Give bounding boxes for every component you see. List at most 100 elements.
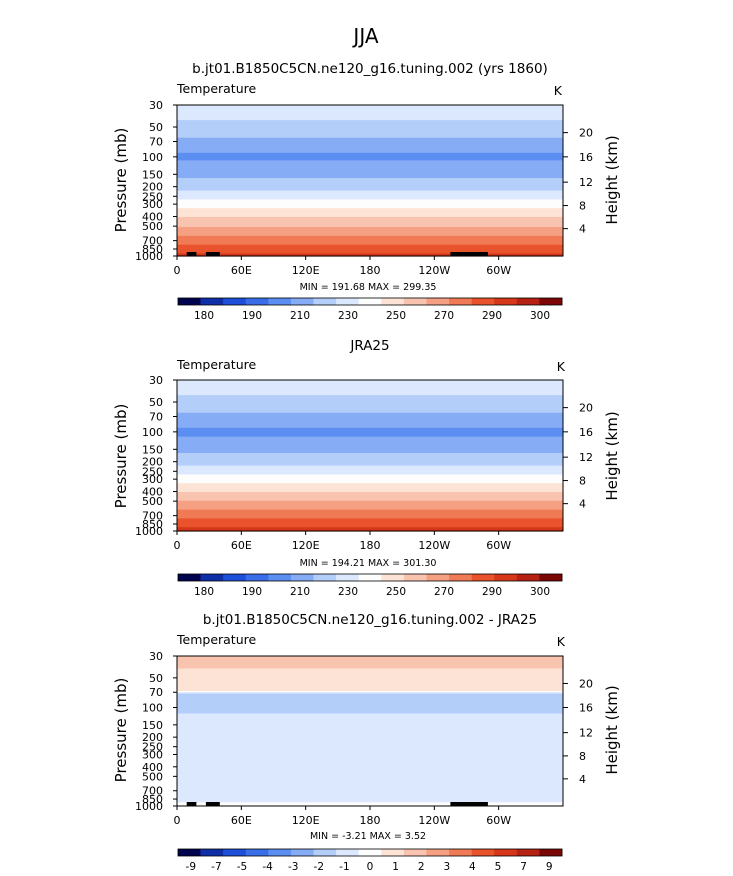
contour-band xyxy=(177,420,563,423)
contour-band xyxy=(177,662,563,665)
contour-band xyxy=(177,696,563,698)
contour-band xyxy=(177,162,563,165)
y-tick-label: 850 xyxy=(142,518,163,531)
contour-band xyxy=(177,458,563,460)
contour-band xyxy=(177,706,563,708)
colorbar-swatch xyxy=(381,298,405,305)
y-right-tick-label: 20 xyxy=(579,677,593,690)
contour-band xyxy=(177,739,563,742)
contour-band xyxy=(177,113,563,116)
x-tick-label: 180 xyxy=(360,814,381,827)
y-right-tick-label: 12 xyxy=(579,727,593,740)
contour-band xyxy=(177,441,563,444)
contour-band xyxy=(177,759,563,762)
contour-band xyxy=(177,663,563,666)
contour-band xyxy=(177,186,563,189)
x-tick-label: 60E xyxy=(231,814,252,827)
colorbar-label: 190 xyxy=(242,310,262,322)
contour-band xyxy=(177,475,563,478)
contour-band xyxy=(177,490,563,493)
contour-band xyxy=(177,185,563,188)
colorbar-swatch xyxy=(539,849,563,856)
contour-band xyxy=(177,716,563,718)
y-axis-right-label: Height (km) xyxy=(603,135,621,224)
contour-band xyxy=(177,777,563,780)
contour-band xyxy=(177,228,563,231)
contour-band xyxy=(177,768,563,771)
contour-band xyxy=(177,381,563,384)
y-right-tick-label: 16 xyxy=(579,426,593,439)
contour-band xyxy=(177,485,563,488)
contour-band xyxy=(177,489,563,492)
contour-band xyxy=(177,146,563,149)
colorbar-swatch xyxy=(245,298,269,305)
y-tick-label: 30 xyxy=(149,650,163,663)
contour-band xyxy=(177,747,563,750)
contour-band xyxy=(177,666,563,668)
contour-band xyxy=(177,752,563,755)
x-tick-label: 120E xyxy=(292,539,320,552)
y-tick-label: 150 xyxy=(142,719,163,732)
contour-band xyxy=(177,708,563,711)
contour-band xyxy=(177,718,563,721)
contour-band xyxy=(177,452,563,455)
contour-band xyxy=(177,769,563,772)
contour-band xyxy=(177,210,563,213)
contour-band xyxy=(177,214,563,217)
contour-band xyxy=(177,510,563,513)
contour-band xyxy=(177,470,563,473)
contour-band xyxy=(177,701,563,703)
contour-band xyxy=(177,393,563,396)
colorbar-label: 290 xyxy=(482,310,502,322)
contour-band xyxy=(177,220,563,223)
colorbar-label: 210 xyxy=(290,586,310,598)
contour-band xyxy=(177,149,563,151)
colorbar-swatch xyxy=(516,849,540,856)
contour-band xyxy=(177,156,563,159)
contour-band xyxy=(177,782,563,785)
contour-band xyxy=(177,401,563,404)
colorbar-label: 180 xyxy=(194,586,214,598)
contour-band xyxy=(177,518,563,521)
contour-band xyxy=(177,772,563,775)
contour-band xyxy=(177,179,563,182)
colorbar-swatch xyxy=(223,849,247,856)
contour-band xyxy=(177,460,563,463)
contour-band xyxy=(177,722,563,725)
colorbar-swatch xyxy=(245,849,269,856)
contour-band xyxy=(177,250,563,253)
contour-band xyxy=(177,142,563,145)
contour-band xyxy=(177,762,563,765)
contour-band xyxy=(177,116,563,119)
colorbar-label: 180 xyxy=(194,310,214,322)
contour-band xyxy=(177,451,563,454)
contour-band xyxy=(177,138,563,141)
contour-band xyxy=(177,180,563,183)
y-tick-label: 500 xyxy=(142,220,163,233)
contour-band xyxy=(177,771,563,773)
contour-band xyxy=(177,154,563,156)
contour-band xyxy=(177,681,563,683)
contour-band xyxy=(177,140,563,143)
y-axis-right-label: Height (km) xyxy=(603,685,621,774)
y-tick-label: 1000 xyxy=(135,525,163,538)
contour-band xyxy=(177,483,563,486)
contour-band xyxy=(177,524,563,527)
contour-band xyxy=(177,676,563,678)
contour-band xyxy=(177,508,563,511)
contour-band xyxy=(177,413,563,416)
colorbar-swatch xyxy=(449,298,472,305)
contour-band xyxy=(177,408,563,411)
y-axis-right-label: Height (km) xyxy=(603,411,621,500)
contour-band xyxy=(177,721,563,723)
units-label: K xyxy=(554,83,563,98)
contour-band xyxy=(177,405,563,408)
contour-band xyxy=(177,783,563,786)
y-tick-label: 100 xyxy=(142,702,163,715)
colorbar: -9 -7 -5 -4 -3 -2 -1 0 1 2 3 4 5 7 9 xyxy=(177,848,563,873)
contour-band xyxy=(177,738,563,741)
colorbar-label: 230 xyxy=(338,310,358,322)
contour-band xyxy=(177,461,563,464)
y-axis-label: Pressure (mb) xyxy=(112,678,130,783)
